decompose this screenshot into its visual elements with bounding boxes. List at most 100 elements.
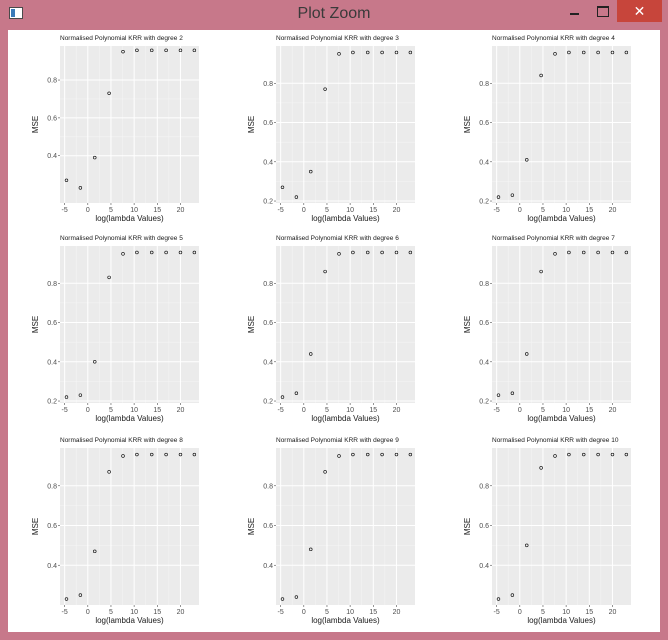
close-button[interactable]: ✕ — [617, 0, 662, 22]
y-tick-label: 0.2 — [479, 399, 489, 406]
data-point — [93, 549, 97, 554]
x-tick-label: 5 — [109, 609, 113, 616]
y-tick-label: 0.4 — [47, 563, 57, 570]
x-tick-label: 15 — [585, 407, 593, 414]
data-point — [624, 50, 629, 55]
data-point — [150, 48, 154, 53]
chart-4: Normalised Polynomial KRR with degree 5 -… — [31, 235, 199, 423]
x-axis-label: log(lambda Values) — [311, 414, 380, 423]
x-axis-label: log(lambda Values) — [527, 214, 596, 223]
x-tick-label: 15 — [369, 407, 377, 414]
data-point — [64, 395, 69, 399]
x-tick-label: 10 — [130, 407, 138, 414]
x-tick-label: 5 — [541, 609, 545, 616]
data-point — [596, 250, 600, 255]
x-tick-label: 5 — [325, 407, 329, 414]
x-tick-label: 0 — [302, 407, 306, 414]
data-point — [107, 91, 111, 95]
x-tick-label: 0 — [86, 207, 90, 214]
data-point — [380, 50, 384, 55]
plot-panel — [492, 46, 631, 203]
y-tick-label: 0.8 — [479, 281, 489, 288]
x-tick-label: 5 — [325, 609, 329, 616]
data-point — [309, 352, 313, 356]
y-tick-label: 0.4 — [263, 159, 273, 166]
plot-panel — [276, 46, 415, 203]
data-point — [135, 48, 139, 53]
data-point — [582, 452, 586, 457]
y-tick-label: 0.4 — [47, 153, 57, 160]
data-point — [150, 250, 154, 255]
plot-panel — [60, 246, 199, 403]
y-tick-label: 0.6 — [47, 523, 57, 530]
data-point — [525, 543, 529, 548]
data-point — [294, 595, 299, 599]
chart-title: Normalised Polynomial KRR with degree 10 — [492, 437, 619, 444]
x-tick-label: 10 — [562, 207, 570, 214]
x-tick-label: 0 — [302, 207, 306, 214]
data-point — [380, 250, 384, 255]
data-point — [150, 452, 154, 457]
data-point — [394, 452, 399, 457]
data-point — [408, 250, 413, 255]
data-point — [394, 250, 399, 255]
y-axis-label: MSE — [463, 316, 472, 333]
x-axis-label: log(lambda Values) — [527, 414, 596, 423]
data-point — [510, 193, 515, 197]
data-point — [164, 48, 168, 53]
chart-2: Normalised Polynomial KRR with degree 3 -… — [247, 35, 415, 223]
data-point — [510, 391, 515, 395]
x-tick-label: 10 — [562, 407, 570, 414]
y-tick-label: 0.4 — [479, 563, 489, 570]
data-point — [93, 360, 97, 364]
x-tick-label: 20 — [393, 207, 401, 214]
y-tick-label: 0.8 — [47, 483, 57, 490]
chart-3: Normalised Polynomial KRR with degree 4 -… — [463, 35, 631, 223]
data-point — [337, 454, 341, 458]
x-axis-label: log(lambda Values) — [527, 616, 596, 625]
plot-panel — [276, 448, 415, 605]
data-point — [567, 250, 571, 255]
data-point — [121, 252, 125, 256]
close-icon: ✕ — [633, 3, 646, 19]
chart-7: Normalised Polynomial KRR with degree 8 -… — [31, 437, 199, 625]
x-tick-label: 20 — [609, 609, 617, 616]
y-axis-label: MSE — [247, 518, 256, 535]
x-tick-label: -5 — [278, 407, 284, 414]
x-tick-label: 0 — [518, 407, 522, 414]
x-tick-label: 5 — [109, 407, 113, 414]
y-tick-label: 0.4 — [479, 359, 489, 366]
x-axis-label: log(lambda Values) — [95, 214, 164, 223]
x-tick-label: 20 — [177, 207, 185, 214]
data-point — [539, 73, 543, 78]
data-point — [496, 195, 501, 199]
data-point — [596, 452, 600, 457]
x-tick-label: 20 — [609, 207, 617, 214]
x-tick-label: 0 — [302, 609, 306, 616]
x-tick-label: 15 — [153, 207, 161, 214]
data-point — [178, 250, 183, 255]
y-tick-label: 0.6 — [263, 120, 273, 127]
x-tick-label: -5 — [62, 407, 68, 414]
chart-title: Normalised Polynomial KRR with degree 3 — [276, 35, 399, 42]
title-bar[interactable]: Plot Zoom ✕ — [0, 0, 668, 30]
data-point — [525, 158, 529, 162]
data-point — [408, 50, 413, 55]
data-point — [366, 50, 370, 55]
data-point — [192, 452, 197, 457]
data-point — [78, 593, 83, 597]
x-tick-label: 15 — [369, 609, 377, 616]
x-tick-label: -5 — [62, 609, 68, 616]
data-point — [394, 50, 399, 55]
plot-panel — [492, 448, 631, 605]
data-point — [309, 547, 313, 552]
data-point — [323, 470, 327, 474]
x-tick-label: 10 — [130, 609, 138, 616]
data-point — [135, 452, 139, 457]
x-tick-label: -5 — [62, 207, 68, 214]
y-axis-label: MSE — [247, 316, 256, 333]
minimize-icon — [570, 13, 579, 15]
maximize-button[interactable] — [588, 0, 616, 22]
minimize-button[interactable] — [561, 0, 587, 22]
data-point — [567, 50, 571, 55]
